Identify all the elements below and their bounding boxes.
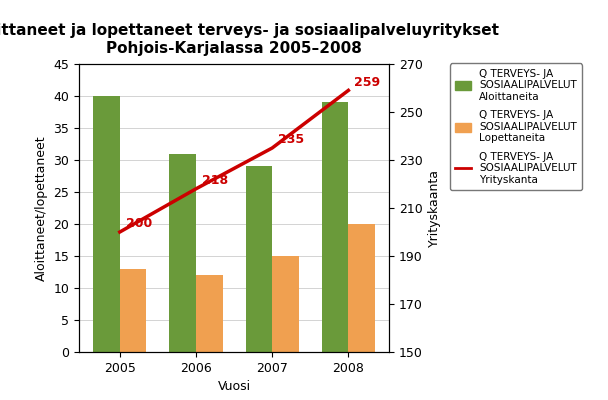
Text: 259: 259 xyxy=(354,76,381,89)
Q TERVEYS- JA
SOSIAALIPALVELUT
Yrityskanta xyxy=(269,146,276,150)
Line: Q TERVEYS- JA
SOSIAALIPALVELUT
Yrityskanta: Q TERVEYS- JA SOSIAALIPALVELUT Yrityskan… xyxy=(120,90,348,232)
Text: 235: 235 xyxy=(278,133,305,146)
Bar xyxy=(120,269,147,352)
Q TERVEYS- JA
SOSIAALIPALVELUT
Yrityskanta xyxy=(192,186,199,191)
Bar xyxy=(169,154,196,352)
Bar xyxy=(322,102,348,352)
Bar xyxy=(272,256,299,352)
Y-axis label: Yrityskaanta: Yrityskaanta xyxy=(428,169,441,247)
Bar xyxy=(93,96,120,352)
Text: 200: 200 xyxy=(126,217,152,230)
Q TERVEYS- JA
SOSIAALIPALVELUT
Yrityskanta xyxy=(345,88,352,93)
X-axis label: Vuosi: Vuosi xyxy=(218,380,250,393)
Title: Aloittaneet ja lopettaneet terveys- ja sosiaalipalveluyritykset
Pohjois-Karjalas: Aloittaneet ja lopettaneet terveys- ja s… xyxy=(0,24,499,56)
Q TERVEYS- JA
SOSIAALIPALVELUT
Yrityskanta xyxy=(116,230,123,234)
Y-axis label: Aloittaneet/lopettaneet: Aloittaneet/lopettaneet xyxy=(35,135,48,281)
Legend: Q TERVEYS- JA
SOSIAALIPALVELUT
Aloittaneita, Q TERVEYS- JA
SOSIAALIPALVELUT
Lope: Q TERVEYS- JA SOSIAALIPALVELUT Aloittane… xyxy=(450,64,582,190)
Bar xyxy=(246,166,272,352)
Bar xyxy=(348,224,375,352)
Text: 218: 218 xyxy=(202,174,228,187)
Bar xyxy=(196,275,223,352)
